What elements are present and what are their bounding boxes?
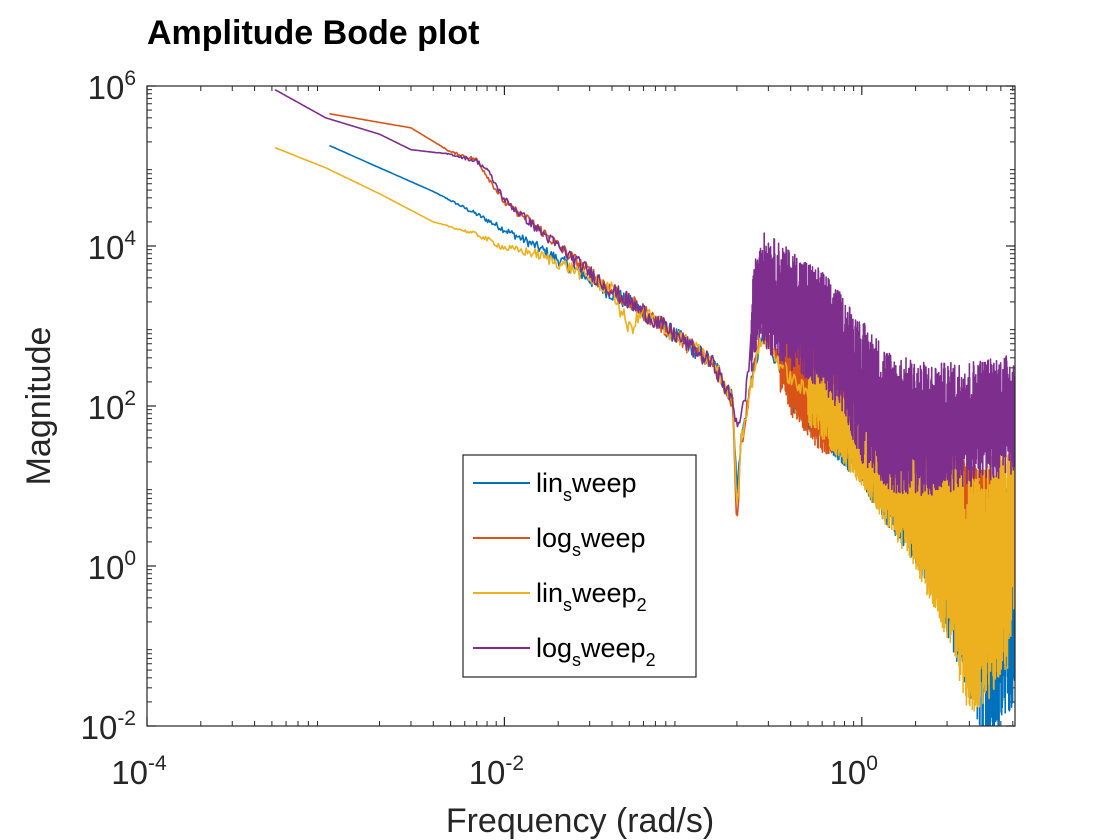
- legend-name-main: lin: [536, 468, 563, 498]
- x-tick-label: 10-2: [469, 752, 524, 791]
- x-tick-label: 10-4: [111, 752, 167, 791]
- y-tick-base: 10: [88, 389, 125, 426]
- y-tick-label: 100: [88, 547, 136, 586]
- legend-entry-log_sweep: logsweep: [536, 523, 646, 560]
- legend-name-rest: weep: [580, 633, 646, 663]
- legend-name-sub: s: [572, 540, 581, 560]
- y-tick-base: 10: [88, 229, 125, 266]
- y-tick-base: 10: [88, 549, 125, 586]
- legend-name-sub: s: [563, 485, 572, 505]
- y-tick-exponent: 0: [124, 547, 136, 570]
- y-tick-exponent: -2: [117, 707, 136, 730]
- legend-name-sub2: 2: [637, 595, 647, 615]
- x-axis-label: Frequency (rad/s): [446, 802, 714, 840]
- x-tick-base: 10: [469, 754, 506, 791]
- y-tick-base: 10: [81, 709, 118, 746]
- legend-entry-log_sweep_2: logsweep2: [536, 633, 656, 670]
- y-tick-exponent: 2: [124, 387, 136, 410]
- legend-name-main: lin: [536, 578, 563, 608]
- y-tick-label: 104: [88, 227, 137, 266]
- y-tick-exponent: 4: [124, 227, 136, 250]
- legend-name-sub2: 2: [646, 650, 656, 670]
- y-tick-base: 10: [88, 69, 125, 106]
- y-tick-label: 10-2: [81, 707, 136, 746]
- legend-name-main: log: [536, 633, 572, 663]
- plot-frame: [146, 85, 1016, 727]
- y-tick-label: 102: [88, 387, 136, 426]
- chart-title: Amplitude Bode plot: [147, 14, 479, 52]
- y-tick-label: 106: [88, 67, 136, 106]
- x-tick-exponent: -4: [148, 752, 167, 775]
- legend-name-sub: s: [563, 595, 572, 615]
- legend-box: [462, 454, 697, 678]
- legend-name-rest: weep: [571, 468, 637, 498]
- x-tick-exponent: 0: [866, 752, 878, 775]
- y-axis-label: Magnitude: [20, 327, 58, 486]
- series-layer: [274, 88, 1015, 726]
- legend-entry-lin_sweep: linsweep: [536, 468, 637, 505]
- series-line-log_sweep_2: [274, 88, 1015, 496]
- legend-entry-lin_sweep_2: linsweep2: [536, 578, 647, 615]
- x-tick-exponent: -2: [505, 752, 524, 775]
- legend-name-rest: weep: [580, 523, 646, 553]
- x-tick-labels: 10-4 10-2 100: [111, 752, 878, 791]
- x-tick-base: 10: [830, 754, 867, 791]
- legend-name-sub: s: [572, 650, 581, 670]
- y-tick-exponent: 6: [124, 67, 136, 90]
- x-tick-label: 100: [830, 752, 878, 791]
- legend-name-main: log: [536, 523, 572, 553]
- legend-name-rest: weep: [571, 578, 637, 608]
- x-tick-base: 10: [111, 754, 148, 791]
